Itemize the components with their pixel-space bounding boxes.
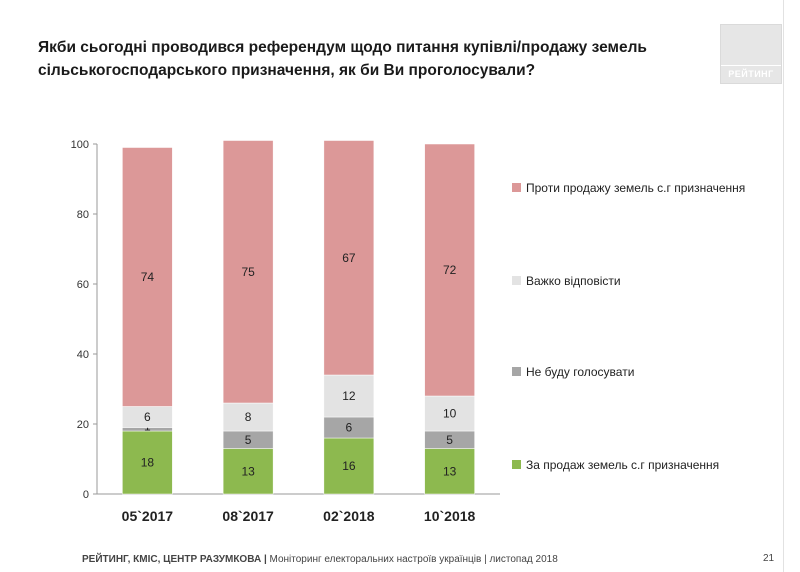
legend-label: За продаж земель с.г призначення: [526, 458, 719, 472]
data-label: 74: [141, 270, 155, 284]
legend-label: Проти продажу земель с.г призначення: [526, 181, 745, 195]
logo-divider: [721, 65, 781, 66]
bar-segment: [323, 374, 375, 418]
data-label: 13: [241, 464, 255, 478]
logo-text: РЕЙТИНГ: [728, 69, 774, 79]
chart-title: Якби сьогодні проводився референдум щодо…: [38, 39, 647, 79]
bar-segment: [424, 448, 475, 495]
data-label: 72: [443, 263, 457, 277]
x-tick-label: 08`2017: [222, 508, 274, 524]
slide-border: [783, 0, 784, 572]
footer: РЕЙТИНГ, КМІС, ЦЕНТР РАЗУМКОВА | Монітор…: [82, 554, 558, 565]
data-label: 5: [245, 433, 252, 447]
x-tick-label: 05`2017: [122, 508, 174, 524]
bar-segment: [222, 402, 274, 432]
bar-segment: [323, 140, 375, 376]
footer-description: Моніторинг електоральних настроїв україн…: [269, 554, 558, 565]
y-tick-label: 20: [77, 419, 89, 431]
bar-segment: [122, 430, 173, 495]
data-label: 13: [443, 464, 457, 478]
data-label: 8: [245, 410, 252, 424]
data-label: 16: [342, 459, 356, 473]
data-label: 12: [342, 389, 356, 403]
bar-segment: [122, 147, 173, 407]
legend-label: Важко відповісти: [526, 274, 621, 288]
y-tick-label: 60: [77, 279, 89, 291]
data-label: 18: [141, 456, 155, 470]
data-label: 67: [342, 251, 356, 265]
data-label: 10: [443, 407, 457, 421]
data-label: 75: [241, 265, 255, 279]
y-tick-label: 80: [77, 209, 89, 221]
rating-logo: РЕЙТИНГ: [720, 24, 782, 84]
legend-swatch: [512, 276, 521, 285]
data-label: 6: [144, 410, 151, 424]
data-label: 5: [446, 433, 453, 447]
y-tick-label: 40: [77, 349, 89, 361]
x-tick-label: 02`2018: [323, 508, 375, 524]
legend-label: Не буду голосувати: [526, 365, 634, 379]
page-number: 21: [763, 553, 775, 564]
x-tick-label: 10`2018: [424, 508, 476, 524]
bar-segment: [222, 140, 274, 404]
legend-swatch: [512, 460, 521, 469]
y-tick-label: 100: [71, 139, 89, 151]
bar-segment: [323, 437, 375, 495]
y-tick-label: 0: [83, 489, 89, 501]
data-label: 6: [346, 421, 353, 435]
footer-source: РЕЙТИНГ, КМІС, ЦЕНТР РАЗУМКОВА |: [82, 554, 267, 565]
bar-segment: [424, 143, 475, 397]
legend-swatch: [512, 367, 521, 376]
legend-swatch: [512, 183, 521, 192]
bar-segment: [424, 395, 475, 432]
bar-segment: [222, 448, 274, 495]
